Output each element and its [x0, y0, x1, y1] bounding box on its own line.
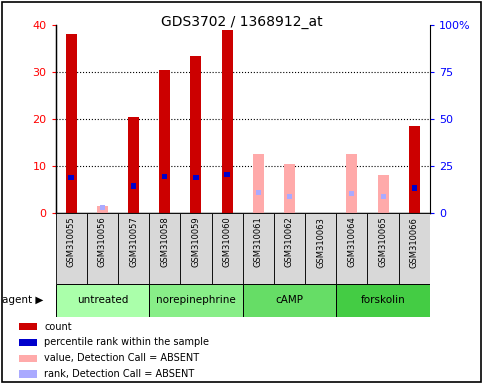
Bar: [159, 70, 170, 213]
Text: GSM310055: GSM310055: [67, 217, 76, 267]
Bar: [131, 183, 136, 189]
Bar: [56, 284, 149, 317]
Text: agent ▶: agent ▶: [2, 295, 44, 306]
Bar: [412, 185, 417, 190]
Text: forskolin: forskolin: [361, 295, 405, 306]
Bar: [100, 205, 105, 210]
Text: count: count: [44, 322, 71, 332]
Text: percentile rank within the sample: percentile rank within the sample: [44, 338, 209, 348]
Bar: [128, 117, 139, 213]
Bar: [193, 175, 199, 180]
Bar: [225, 172, 230, 177]
Bar: [56, 213, 87, 284]
Text: GSM310058: GSM310058: [160, 217, 169, 267]
Bar: [349, 191, 355, 196]
Bar: [284, 164, 295, 213]
Text: GSM310065: GSM310065: [379, 217, 387, 267]
Text: GSM310057: GSM310057: [129, 217, 138, 267]
Bar: [97, 206, 108, 213]
Bar: [149, 213, 180, 284]
Text: GDS3702 / 1368912_at: GDS3702 / 1368912_at: [161, 15, 322, 29]
Bar: [180, 213, 212, 284]
Text: GSM310063: GSM310063: [316, 217, 325, 268]
Bar: [346, 154, 357, 213]
Text: value, Detection Call = ABSENT: value, Detection Call = ABSENT: [44, 353, 199, 363]
Bar: [19, 339, 37, 346]
Text: untreated: untreated: [77, 295, 128, 306]
Bar: [274, 213, 305, 284]
Bar: [19, 323, 37, 331]
Bar: [87, 213, 118, 284]
Bar: [190, 56, 201, 213]
Text: cAMP: cAMP: [275, 295, 303, 306]
Bar: [19, 370, 37, 378]
Text: GSM310056: GSM310056: [98, 217, 107, 267]
Text: GSM310061: GSM310061: [254, 217, 263, 267]
Bar: [287, 194, 292, 199]
Bar: [305, 213, 336, 284]
Bar: [66, 35, 77, 213]
Bar: [149, 284, 242, 317]
Bar: [378, 175, 388, 213]
Text: GSM310059: GSM310059: [191, 217, 200, 267]
Bar: [242, 284, 336, 317]
Bar: [368, 213, 398, 284]
Text: GSM310066: GSM310066: [410, 217, 419, 268]
Bar: [69, 175, 74, 180]
Bar: [118, 213, 149, 284]
Bar: [336, 213, 368, 284]
Text: GSM310064: GSM310064: [347, 217, 356, 267]
Bar: [256, 190, 261, 195]
Text: GSM310060: GSM310060: [223, 217, 232, 267]
Bar: [398, 213, 430, 284]
Bar: [162, 174, 168, 179]
Bar: [253, 154, 264, 213]
Text: norepinephrine: norepinephrine: [156, 295, 236, 306]
Bar: [336, 284, 430, 317]
Bar: [19, 354, 37, 362]
Text: rank, Detection Call = ABSENT: rank, Detection Call = ABSENT: [44, 369, 194, 379]
Bar: [409, 126, 420, 213]
Bar: [222, 30, 233, 213]
Text: GSM310062: GSM310062: [285, 217, 294, 267]
Bar: [242, 213, 274, 284]
Bar: [381, 194, 385, 199]
Bar: [212, 213, 242, 284]
